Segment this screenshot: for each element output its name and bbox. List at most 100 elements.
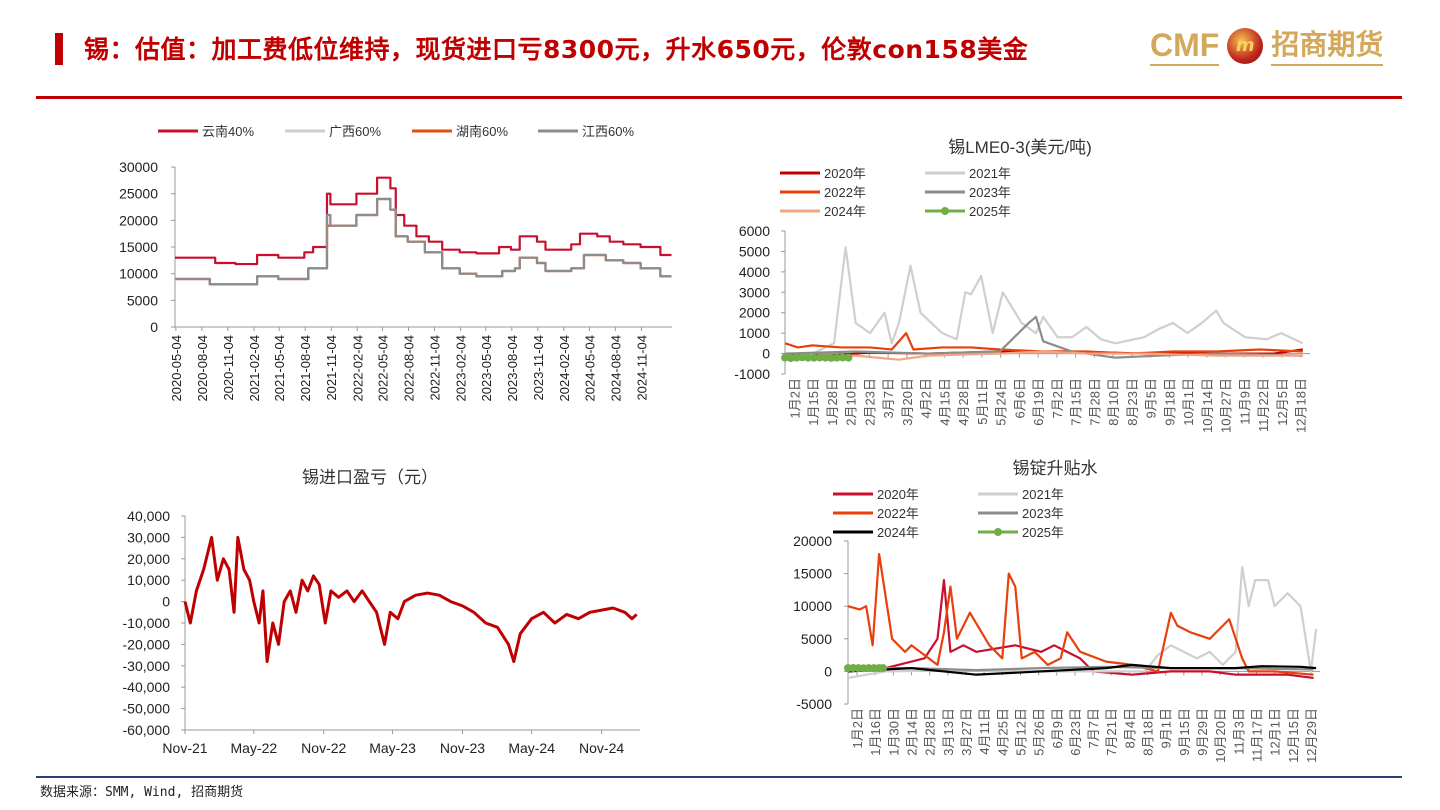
series-marker: [786, 354, 795, 363]
y-tick-label: -60,000: [123, 722, 171, 738]
series-line-江西60%: [175, 197, 672, 286]
y-tick-label: 1000: [739, 325, 770, 341]
y-tick-label: 4000: [739, 264, 770, 280]
x-tick-label: 2023-05-04: [479, 335, 494, 402]
x-tick-label: 4月15日: [937, 378, 952, 426]
series-marker: [838, 353, 847, 362]
y-tick-label: 3000: [739, 284, 770, 300]
x-tick-label: 12月15日: [1286, 708, 1301, 763]
chart-1: 0 5000 10000 15000 20000 25000 30000 2020-05-04…: [119, 124, 672, 402]
x-tick-label: 2024-11-04: [634, 335, 649, 401]
x-tick-label: 2022-11-04: [428, 335, 443, 401]
y-tick-label: 2000: [739, 305, 770, 321]
y-tick-label: 6000: [739, 223, 770, 239]
y-tick-label: 10000: [793, 598, 832, 614]
series-marker: [792, 353, 801, 362]
chart-title: 锡锭升贴水: [1013, 459, 1098, 478]
y-tick-label: 25000: [119, 186, 158, 202]
logo-emblem-icon: m: [1227, 28, 1264, 64]
x-tick-label: 2023-02-04: [454, 335, 469, 402]
y-tick-label: 20000: [793, 533, 832, 549]
series-marker: [832, 353, 841, 362]
x-tick-label: 11月17日: [1249, 708, 1264, 762]
x-tick-label: 5月26日: [1032, 708, 1047, 756]
x-tick-label: 12月5日: [1275, 378, 1290, 426]
x-tick-label: 8月23日: [1125, 378, 1140, 426]
x-tick-label: May-23: [369, 740, 416, 756]
header-divider: [36, 96, 1402, 99]
series-line-2021年: [784, 246, 1304, 361]
legend-label: 2025年: [969, 204, 1011, 219]
x-tick-label: 6月9日: [1050, 708, 1065, 748]
x-tick-label: 1月2日: [787, 378, 802, 418]
legend-label: 广西60%: [329, 124, 381, 139]
x-tick-label: Nov-23: [440, 740, 485, 756]
x-tick-label: May-24: [508, 740, 555, 756]
x-tick-label: 7月2日: [1050, 378, 1065, 418]
y-tick-label: 20,000: [127, 551, 170, 567]
series-line-2024年: [847, 663, 1317, 676]
legend-label: 江西60%: [582, 124, 634, 139]
page-title: 锡：估值：加工费低位维持，现货进口亏8300元，升水650元，伦敦con158美…: [84, 35, 1029, 64]
legend-label: 2020年: [877, 487, 919, 502]
chart-2: 锡LME0-3(美元/吨) -1000 0 1000 2000 3000 4000 5000 6…: [734, 138, 1310, 433]
y-tick-label: 0: [824, 663, 832, 679]
x-tick-label: 2021-08-04: [298, 335, 313, 402]
x-tick-label: 2022-05-04: [375, 335, 390, 402]
y-tick-label: 5000: [801, 631, 832, 647]
legend-label: 2024年: [877, 525, 919, 540]
x-tick-label: 12月29日: [1304, 708, 1319, 763]
x-tick-label: 8月4日: [1122, 708, 1137, 748]
legend-label: 湖南60%: [456, 124, 508, 139]
series-marker: [827, 353, 836, 362]
x-tick-label: 1月16日: [868, 708, 883, 756]
y-tick-label: -30,000: [123, 658, 171, 674]
series-marker: [804, 353, 813, 362]
x-tick-label: 9月5日: [1144, 378, 1159, 418]
y-tick-label: 10,000: [127, 572, 170, 588]
x-tick-label: 2021-11-04: [324, 335, 339, 401]
x-tick-label: 2月10日: [844, 378, 859, 426]
series-marker: [821, 353, 830, 362]
x-tick-label: 10月27日: [1219, 378, 1234, 433]
x-tick-label: 4月28日: [956, 378, 971, 426]
legend-label: 2022年: [877, 506, 919, 521]
y-tick-label: 0: [762, 346, 770, 362]
x-tick-label: 2021-05-04: [272, 335, 287, 402]
y-tick-label: -10,000: [123, 615, 171, 631]
y-tick-label: 40,000: [127, 508, 170, 524]
x-tick-label: 9月18日: [1162, 378, 1177, 426]
x-tick-label: 9月29日: [1195, 708, 1210, 756]
x-tick-label: 7月28日: [1087, 378, 1102, 426]
x-tick-label: 6月23日: [1068, 708, 1083, 756]
series-line-main: [183, 535, 638, 664]
series-line-2021年: [847, 565, 1318, 680]
chart-title: 锡进口盈亏（元）: [302, 468, 438, 487]
y-tick-label: -5000: [796, 696, 832, 712]
x-tick-label: 2024-02-04: [557, 335, 572, 402]
x-tick-label: 8月10日: [1106, 378, 1121, 426]
x-tick-label: 10月14日: [1200, 378, 1215, 433]
x-tick-label: Nov-24: [579, 740, 624, 756]
legend-label: 2025年: [1022, 525, 1064, 540]
x-tick-label: 2月28日: [923, 708, 938, 756]
x-tick-label: 2023-08-04: [505, 335, 520, 402]
chart-3: 锡进口盈亏（元） -60,000 -50,000 -40,000 -30,000 -20,…: [123, 468, 640, 756]
x-tick-label: 2020-08-04: [195, 335, 210, 402]
x-tick-label: Nov-21: [162, 740, 207, 756]
legend-label: 2020年: [824, 166, 866, 181]
x-tick-label: 7月21日: [1104, 708, 1119, 756]
legend-label: 2021年: [969, 166, 1011, 181]
x-tick-label: May-22: [230, 740, 277, 756]
series-marker: [879, 664, 888, 673]
x-tick-label: 3月27日: [959, 708, 974, 756]
x-tick-label: 1月28日: [825, 378, 840, 426]
y-tick-label: -20,000: [123, 636, 171, 652]
x-tick-label: 2022-02-04: [350, 335, 365, 402]
y-tick-label: 0: [162, 594, 170, 610]
y-tick-label: 30000: [119, 159, 158, 175]
x-tick-label: 1月15日: [806, 378, 821, 426]
x-tick-label: 2023-11-04: [531, 335, 546, 401]
series-marker: [844, 353, 853, 362]
